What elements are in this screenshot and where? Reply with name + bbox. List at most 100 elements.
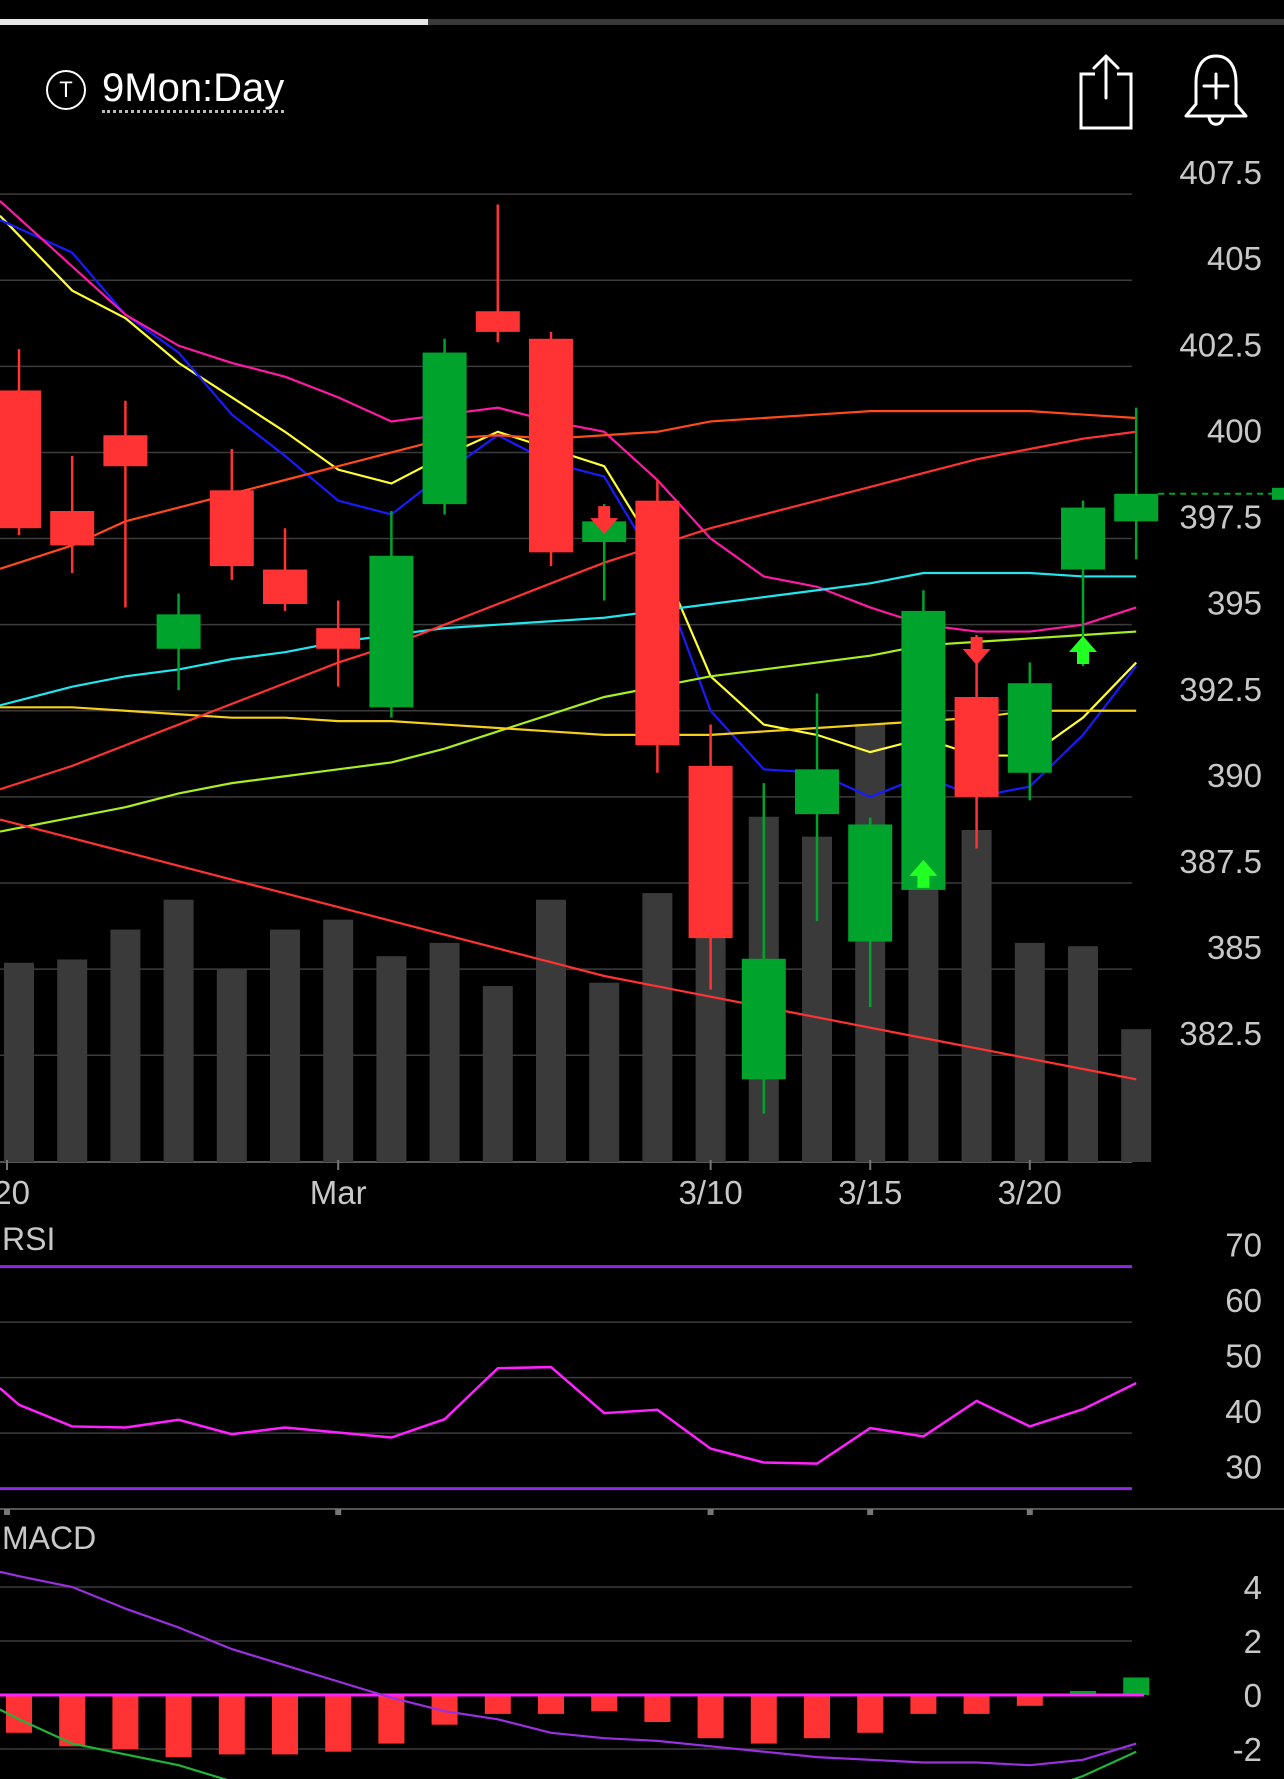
buy-signal-arrow xyxy=(909,859,938,888)
volume-bar xyxy=(1068,946,1098,1162)
volume-bar xyxy=(536,899,566,1162)
price-tick-label: 407.5 xyxy=(1179,154,1262,191)
overlay-line xyxy=(0,571,1137,707)
volume-bar xyxy=(376,956,407,1162)
candle-down xyxy=(263,569,307,604)
date-tick-label: 3/15 xyxy=(838,1174,902,1211)
candle-up xyxy=(1061,507,1105,570)
rsi-tick-label: 70 xyxy=(1225,1227,1262,1264)
candle-up xyxy=(848,824,893,942)
candle-up xyxy=(1114,493,1159,522)
volume-bar xyxy=(429,942,460,1162)
date-tick-label: Mar xyxy=(310,1174,367,1211)
macd-histogram-bar xyxy=(1016,1695,1043,1706)
signal-arrows xyxy=(590,506,1097,888)
volume-bar xyxy=(1014,942,1045,1162)
macd-histogram-bar xyxy=(538,1695,564,1714)
volume-bar xyxy=(4,962,34,1162)
price-tick-label: 402.5 xyxy=(1179,326,1262,363)
price-axis: 407.5 405 402.5 400 397.5 395 392.5 390 387.5 385… xyxy=(1179,154,1262,1052)
rsi-tick-label: 50 xyxy=(1225,1338,1262,1375)
candle-up xyxy=(369,555,414,708)
macd-histogram-bar xyxy=(378,1695,405,1744)
share-button[interactable] xyxy=(1075,50,1135,139)
volume-bar xyxy=(216,969,247,1162)
candle-up xyxy=(901,610,946,890)
ticker-selector[interactable]: T 9Mon:Day xyxy=(46,66,285,113)
macd-histogram-bar xyxy=(910,1695,937,1714)
macd-histogram-bar xyxy=(272,1695,298,1755)
macd-histogram-bar xyxy=(59,1695,86,1747)
sell-signal-arrow xyxy=(590,506,619,535)
macd-histogram-bar xyxy=(750,1695,777,1744)
volume-bar xyxy=(323,919,354,1162)
last-price-marker xyxy=(1272,487,1284,500)
macd-histogram-bar xyxy=(804,1695,830,1739)
rsi-date-tick xyxy=(707,1509,714,1515)
macd-panel: MACD 4 2 0 -2 xyxy=(0,1520,1262,1779)
rsi-date-tick xyxy=(335,1509,342,1515)
volume-bar xyxy=(908,843,939,1162)
macd-histogram-bar xyxy=(644,1695,671,1722)
volume-bar xyxy=(642,893,673,1162)
macd-tick-label: 2 xyxy=(1244,1623,1262,1660)
macd-histogram-bar xyxy=(484,1695,511,1714)
volume-bar xyxy=(110,929,141,1162)
chart-header: T 9Mon:Day xyxy=(0,40,1284,140)
ticker-t-icon: T xyxy=(46,69,86,110)
price-tick-label: 390 xyxy=(1207,757,1262,794)
rsi-tick-label: 40 xyxy=(1225,1393,1262,1430)
story-progress-track xyxy=(0,19,1284,25)
macd-tick-label: 0 xyxy=(1244,1677,1262,1714)
macd-histogram-bar xyxy=(325,1695,352,1752)
rsi-panel: RSI 70 60 50 40 30 xyxy=(0,1221,1284,1515)
price-tick-label: 387.5 xyxy=(1179,843,1262,880)
candle-down xyxy=(50,511,95,546)
timeframe-label[interactable]: 9Mon:Day xyxy=(102,66,285,113)
candle-down xyxy=(954,697,999,797)
volume-bar xyxy=(961,830,992,1162)
date-tick-label: /20 xyxy=(0,1174,30,1211)
macd-histogram-bar xyxy=(218,1695,245,1755)
volume-bar xyxy=(163,899,194,1162)
date-axis: /20 Mar 3/10 3/15 3/20 xyxy=(0,1160,1062,1211)
macd-signal-line xyxy=(0,1570,1137,1767)
candle-up xyxy=(156,614,201,649)
date-tick-label: 3/10 xyxy=(678,1174,742,1211)
candle-down xyxy=(103,435,148,467)
candle-up xyxy=(1007,683,1052,773)
volume-bar xyxy=(589,982,620,1162)
volume-bar xyxy=(57,959,88,1162)
overlay-line xyxy=(0,818,1137,1081)
candle-down xyxy=(529,338,573,553)
candle-down xyxy=(635,500,680,746)
rsi-title: RSI xyxy=(2,1221,55,1257)
candle-down xyxy=(475,311,520,332)
macd-histogram-bar xyxy=(112,1695,139,1749)
price-tick-label: 382.5 xyxy=(1179,1015,1262,1052)
macd-tick-label: 4 xyxy=(1244,1569,1262,1606)
macd-histogram-bar xyxy=(857,1695,884,1733)
rsi-line xyxy=(0,1365,1137,1465)
price-tick-label: 405 xyxy=(1207,240,1262,277)
volume-bar xyxy=(270,929,300,1162)
macd-histogram-bar xyxy=(591,1695,618,1712)
bell-plus-icon xyxy=(1184,54,1248,126)
macd-histogram-bar xyxy=(1123,1677,1150,1695)
candle-down xyxy=(316,628,361,649)
candle-down xyxy=(0,390,41,529)
price-tick-label: 395 xyxy=(1207,585,1262,622)
macd-histogram-bar xyxy=(697,1695,724,1739)
macd-title: MACD xyxy=(2,1520,96,1556)
candle-up xyxy=(741,958,786,1080)
macd-histogram-bar xyxy=(1070,1690,1096,1695)
volume-bar xyxy=(482,986,513,1162)
alert-button[interactable] xyxy=(1180,50,1252,139)
overlay-line xyxy=(0,430,1137,791)
candle-down xyxy=(688,765,733,939)
volume-bars xyxy=(4,723,1152,1162)
candle-up xyxy=(795,769,839,815)
rsi-date-tick xyxy=(867,1509,874,1515)
